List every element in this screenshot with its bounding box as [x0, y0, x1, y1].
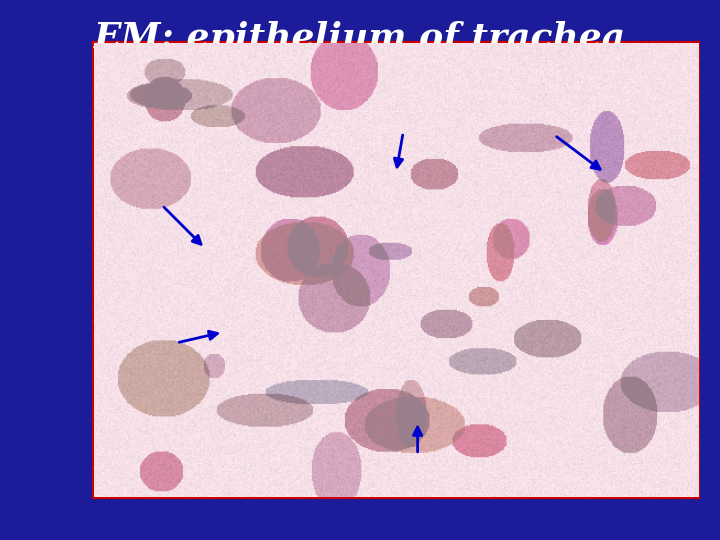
Text: 1.Ciliated C: 1.Ciliated C: [367, 120, 484, 139]
Text: 2.Brush C: 2.Brush C: [504, 120, 602, 139]
Text: EM: epithelium of trachea: EM: epithelium of trachea: [94, 21, 626, 55]
Text: 3.Goblet C: 3.Goblet C: [112, 183, 217, 201]
Text: 5.Basal C: 5.Basal C: [112, 339, 205, 357]
Text: 4. Small granule C: 4. Small granule C: [353, 461, 539, 479]
